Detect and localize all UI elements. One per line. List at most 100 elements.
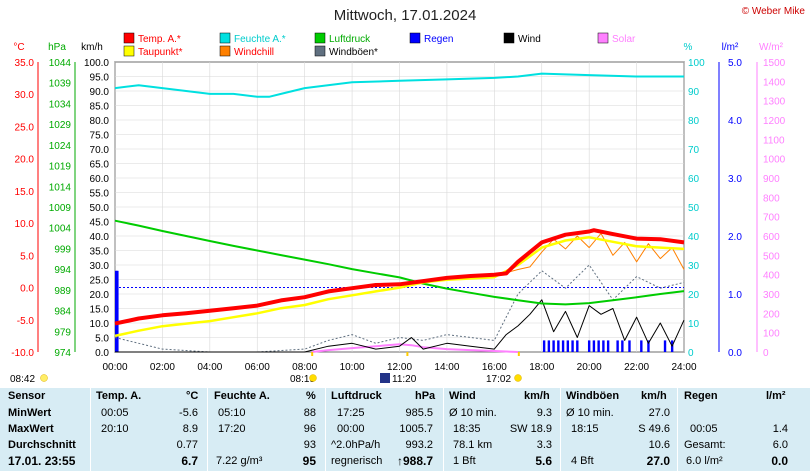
current-rain-total: 6.0 l/m² bbox=[686, 455, 723, 467]
rain-tick-label: 2.0 bbox=[728, 232, 742, 243]
solar-tick-label: 1200 bbox=[763, 116, 786, 127]
legend-swatch bbox=[123, 32, 135, 44]
rain-bar bbox=[547, 340, 551, 352]
temp-tick-label: -5.0 bbox=[17, 316, 35, 327]
pressure-unit-label: hPa bbox=[48, 42, 66, 53]
pressure-tick-label: 984 bbox=[54, 307, 71, 318]
avg-label: Durchschnitt bbox=[8, 439, 76, 451]
column-divider bbox=[677, 388, 678, 471]
sensor-header: Sensor bbox=[8, 390, 46, 402]
rain-tick-label: 0.0 bbox=[728, 348, 742, 359]
rain-bar bbox=[628, 340, 631, 352]
temp-tick-label: 0.0 bbox=[20, 284, 34, 295]
rain-bar bbox=[561, 340, 565, 352]
wind-tick-label: 40.0 bbox=[90, 232, 110, 243]
wind-tick-label: 100.0 bbox=[84, 58, 109, 69]
max-humidity-value: 96 bbox=[303, 423, 316, 435]
wind-unit-label: km/h bbox=[81, 42, 103, 53]
rain-bar bbox=[597, 340, 600, 352]
pressure-tick-label: 1004 bbox=[49, 224, 72, 235]
wind-tick-label: 30.0 bbox=[90, 261, 110, 272]
pressure-tick-label: 1029 bbox=[49, 120, 72, 131]
max-rain-time: 00:05 bbox=[690, 423, 718, 435]
pressure-unit-header: hPa bbox=[415, 390, 436, 402]
moon-phase-icon bbox=[380, 373, 390, 383]
humidity-unit-header: % bbox=[306, 390, 316, 402]
humidity-tick-label: 0 bbox=[688, 348, 694, 359]
avg-pressure-label: ^2.0hPa/h bbox=[331, 439, 381, 451]
solar-tick-label: 1500 bbox=[763, 58, 786, 69]
pressure-tick-label: 1034 bbox=[49, 99, 72, 110]
wind-tick-label: 25.0 bbox=[90, 276, 110, 287]
humidity-tick-label: 90 bbox=[688, 87, 700, 98]
min-gust-label: Ø 10 min. bbox=[566, 407, 614, 419]
humidity-tick-label: 50 bbox=[688, 203, 700, 214]
credit-label: © Weber Mike bbox=[742, 6, 806, 17]
pressure-tick-label: 974 bbox=[54, 348, 71, 359]
grid bbox=[114, 61, 685, 353]
pressure-header: Luftdruck bbox=[331, 390, 382, 402]
avg-temp-value: 0.77 bbox=[176, 439, 198, 451]
solar-tick-label: 100 bbox=[763, 329, 780, 340]
time-tick-label: 08:00 bbox=[292, 362, 317, 373]
legend-label: Taupunkt* bbox=[138, 47, 183, 58]
time-tick-label: 20:00 bbox=[577, 362, 602, 373]
avg-gust-value: 10.6 bbox=[648, 439, 670, 451]
time-tick-label: 24:00 bbox=[671, 362, 696, 373]
temp-tick-label: 20.0 bbox=[15, 155, 35, 166]
wind-tick-label: 10.0 bbox=[90, 319, 110, 330]
max-gust-value: S 49.6 bbox=[638, 423, 670, 435]
pressure-tick-label: 989 bbox=[54, 286, 71, 297]
wind-tick-label: 90.0 bbox=[90, 87, 110, 98]
current-temp-value: 6.7 bbox=[181, 454, 198, 468]
max-temp-time: 20:10 bbox=[101, 423, 129, 435]
current-gust-value: 27.0 bbox=[646, 454, 670, 468]
time-tick-label: 18:00 bbox=[529, 362, 554, 373]
column-divider bbox=[325, 388, 326, 471]
series-line-solar bbox=[311, 343, 519, 353]
weather-chart: Mittwoch, 17.01.2024 © Weber Mike Temp. … bbox=[10, 6, 806, 385]
max-label: MaxWert bbox=[8, 423, 54, 435]
stats-header-row: Sensor Temp. A. °C Feuchte A. % Luftdruc… bbox=[0, 388, 810, 404]
rain-bar bbox=[592, 340, 596, 352]
time-tick-label: 06:00 bbox=[245, 362, 270, 373]
pressure-tick-label: 1014 bbox=[49, 182, 72, 193]
rain-bar bbox=[552, 340, 555, 352]
temp-tick-label: 25.0 bbox=[15, 122, 35, 133]
rain-tick-label: 3.0 bbox=[728, 174, 742, 185]
current-wind-beaufort: 1 Bft bbox=[453, 455, 476, 467]
solar-tick-label: 700 bbox=[763, 213, 780, 224]
max-wind-value: SW 18.9 bbox=[509, 423, 552, 435]
rain-bar bbox=[621, 340, 624, 352]
rain-bar bbox=[542, 340, 546, 352]
sunset-label: 17:02 bbox=[486, 374, 511, 385]
rain-bar bbox=[571, 340, 574, 352]
rain-tick-label: 1.0 bbox=[728, 290, 742, 301]
rain-unit-label: l/m² bbox=[722, 42, 739, 53]
temp-header: Temp. A. bbox=[96, 390, 142, 402]
moonrise-label: 08:42 bbox=[10, 374, 35, 385]
avg-humidity-value: 93 bbox=[303, 439, 316, 451]
rain-bar bbox=[602, 340, 605, 352]
wind-tick-label: 15.0 bbox=[90, 305, 110, 316]
series-line-feuchte-a bbox=[114, 72, 684, 98]
axis-unit-labels: °C hPa km/h % l/m² W/m² bbox=[13, 42, 783, 53]
min-wind-label: Ø 10 min. bbox=[449, 407, 497, 419]
rain-bar bbox=[616, 340, 619, 352]
column-divider bbox=[560, 388, 561, 471]
wind-tick-label: 0.0 bbox=[95, 348, 109, 359]
humidity-tick-label: 10 bbox=[688, 319, 700, 330]
max-wind-time: 18:35 bbox=[453, 423, 481, 435]
series-line-temp-a bbox=[114, 228, 685, 326]
time-tick-label: 14:00 bbox=[434, 362, 459, 373]
plot-area bbox=[114, 72, 685, 353]
solar-tick-label: 0 bbox=[763, 348, 769, 359]
current-humidity-value: 95 bbox=[302, 454, 316, 468]
wind-unit-header: km/h bbox=[524, 390, 550, 402]
solar-unit-label: W/m² bbox=[759, 42, 784, 53]
solar-tick-label: 400 bbox=[763, 271, 780, 282]
column-divider bbox=[90, 388, 91, 471]
avg-wind-value: 3.3 bbox=[536, 439, 552, 451]
legend-label: Windchill bbox=[234, 47, 274, 58]
rain-bar bbox=[587, 340, 591, 352]
